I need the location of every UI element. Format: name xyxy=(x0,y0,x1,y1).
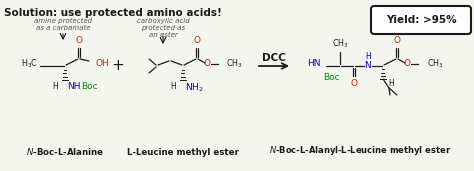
Text: CH$_3$: CH$_3$ xyxy=(226,58,243,70)
Text: H: H xyxy=(365,52,371,61)
Text: H: H xyxy=(388,79,394,88)
Text: H: H xyxy=(170,82,176,91)
Text: N: N xyxy=(365,62,371,70)
Text: Yield: >95%: Yield: >95% xyxy=(386,15,456,25)
Text: $\it{N}$-Boc-L-Alanyl-L-Leucine methyl ester: $\it{N}$-Boc-L-Alanyl-L-Leucine methyl e… xyxy=(269,144,451,157)
Text: amine protected
as a carbamate: amine protected as a carbamate xyxy=(34,18,92,31)
Text: O: O xyxy=(350,79,357,88)
Text: CH$_3$: CH$_3$ xyxy=(427,58,444,70)
Text: OH: OH xyxy=(96,58,110,68)
Text: CH$_3$: CH$_3$ xyxy=(332,37,348,50)
Text: O: O xyxy=(75,36,82,45)
Text: O: O xyxy=(203,60,210,69)
Text: DCC: DCC xyxy=(262,53,286,63)
Text: O: O xyxy=(403,60,410,69)
Text: Boc: Boc xyxy=(323,73,340,82)
Text: NH$_2$: NH$_2$ xyxy=(185,82,204,95)
FancyBboxPatch shape xyxy=(371,6,471,34)
Text: O: O xyxy=(393,36,401,45)
Text: NH: NH xyxy=(67,82,81,91)
Text: L-Leucine methyl ester: L-Leucine methyl ester xyxy=(127,148,239,157)
Text: H$_3$C: H$_3$C xyxy=(21,58,38,70)
Text: O: O xyxy=(193,36,201,45)
Text: HN: HN xyxy=(308,58,321,68)
Text: Boc: Boc xyxy=(81,82,98,91)
Text: H: H xyxy=(52,82,58,91)
Text: carboxylic acid
protected as
an ester: carboxylic acid protected as an ester xyxy=(137,18,190,38)
Text: Solution: use protected amino acids!: Solution: use protected amino acids! xyxy=(4,8,222,18)
Text: +: + xyxy=(111,58,124,74)
Text: $\it{N}$-Boc-L-Alanine: $\it{N}$-Boc-L-Alanine xyxy=(26,146,104,157)
